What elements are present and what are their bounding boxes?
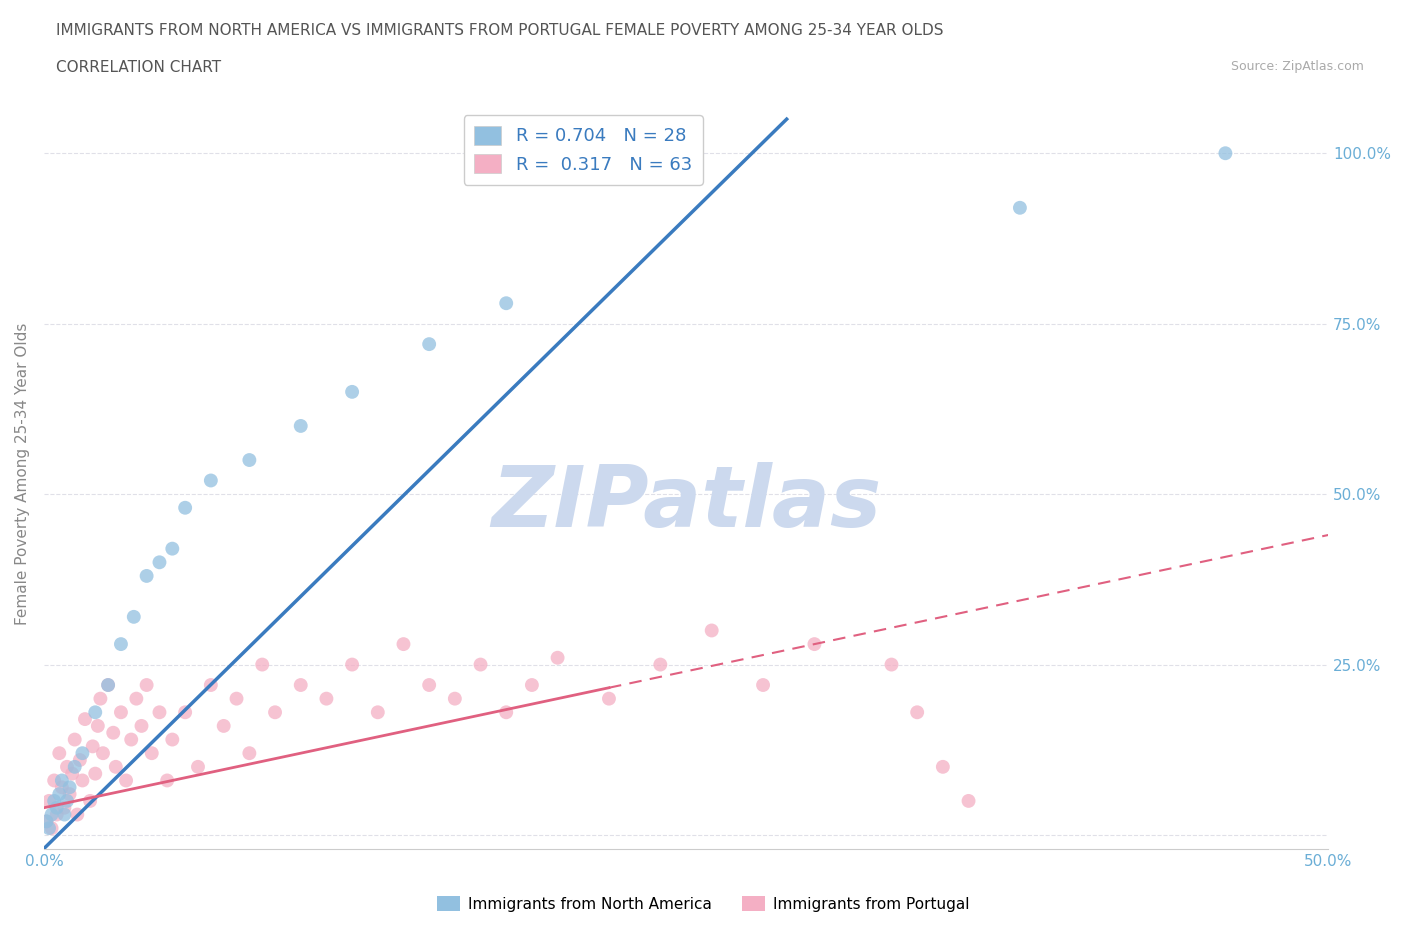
Point bbox=[115, 773, 138, 788]
Legend: R = 0.704   N = 28, R =  0.317   N = 63: R = 0.704 N = 28, R = 0.317 N = 63 bbox=[464, 115, 703, 185]
Point bbox=[650, 658, 672, 672]
Point bbox=[156, 773, 179, 788]
Point bbox=[225, 691, 247, 706]
Legend: Immigrants from North America, Immigrants from Portugal: Immigrants from North America, Immigrant… bbox=[430, 889, 976, 918]
Point bbox=[110, 705, 132, 720]
Point bbox=[38, 821, 60, 836]
Point bbox=[752, 678, 775, 693]
Point bbox=[63, 732, 86, 747]
Point bbox=[212, 719, 235, 734]
Point bbox=[174, 705, 197, 720]
Y-axis label: Female Poverty Among 25-34 Year Olds: Female Poverty Among 25-34 Year Olds bbox=[15, 323, 30, 625]
Point bbox=[250, 658, 273, 672]
Point bbox=[957, 793, 980, 808]
Point bbox=[53, 807, 76, 822]
Text: Source: ZipAtlas.com: Source: ZipAtlas.com bbox=[1230, 60, 1364, 73]
Point bbox=[340, 658, 363, 672]
Point bbox=[141, 746, 163, 761]
Point bbox=[290, 678, 312, 693]
Point bbox=[58, 780, 80, 795]
Point bbox=[44, 793, 66, 808]
Point bbox=[87, 719, 110, 734]
Point bbox=[174, 500, 197, 515]
Point bbox=[238, 453, 260, 468]
Point bbox=[79, 793, 101, 808]
Point bbox=[367, 705, 389, 720]
Point bbox=[73, 711, 96, 726]
Point bbox=[51, 773, 73, 788]
Text: CORRELATION CHART: CORRELATION CHART bbox=[56, 60, 221, 75]
Point bbox=[340, 384, 363, 399]
Point bbox=[35, 814, 58, 829]
Point bbox=[700, 623, 723, 638]
Point bbox=[72, 773, 94, 788]
Point bbox=[120, 732, 142, 747]
Point bbox=[104, 760, 127, 775]
Point bbox=[45, 801, 67, 816]
Point bbox=[444, 691, 467, 706]
Point bbox=[803, 637, 825, 652]
Point bbox=[125, 691, 148, 706]
Text: IMMIGRANTS FROM NORTH AMERICA VS IMMIGRANTS FROM PORTUGAL FEMALE POVERTY AMONG 2: IMMIGRANTS FROM NORTH AMERICA VS IMMIGRA… bbox=[56, 23, 943, 38]
Text: ZIPatlas: ZIPatlas bbox=[491, 462, 882, 545]
Point bbox=[148, 705, 170, 720]
Point bbox=[495, 705, 517, 720]
Point bbox=[290, 418, 312, 433]
Point bbox=[56, 760, 79, 775]
Point bbox=[58, 787, 80, 802]
Point bbox=[520, 678, 543, 693]
Point bbox=[418, 678, 440, 693]
Point bbox=[48, 746, 70, 761]
Point bbox=[547, 650, 569, 665]
Point bbox=[200, 678, 222, 693]
Point bbox=[84, 766, 107, 781]
Point bbox=[598, 691, 620, 706]
Point bbox=[53, 801, 76, 816]
Point bbox=[418, 337, 440, 352]
Point bbox=[41, 807, 63, 822]
Point bbox=[1215, 146, 1237, 161]
Point bbox=[44, 773, 66, 788]
Point bbox=[41, 821, 63, 836]
Point bbox=[392, 637, 415, 652]
Point bbox=[48, 787, 70, 802]
Point bbox=[51, 780, 73, 795]
Point bbox=[148, 555, 170, 570]
Point bbox=[45, 807, 67, 822]
Point bbox=[131, 719, 153, 734]
Point bbox=[110, 637, 132, 652]
Point bbox=[187, 760, 209, 775]
Point bbox=[495, 296, 517, 311]
Point bbox=[880, 658, 903, 672]
Point bbox=[162, 541, 184, 556]
Point bbox=[91, 746, 114, 761]
Point bbox=[66, 807, 89, 822]
Point bbox=[38, 793, 60, 808]
Point bbox=[97, 678, 120, 693]
Point bbox=[200, 473, 222, 488]
Point bbox=[56, 793, 79, 808]
Point bbox=[932, 760, 955, 775]
Point bbox=[905, 705, 928, 720]
Point bbox=[72, 746, 94, 761]
Point bbox=[89, 691, 111, 706]
Point bbox=[82, 739, 104, 754]
Point bbox=[63, 760, 86, 775]
Point bbox=[315, 691, 337, 706]
Point bbox=[264, 705, 287, 720]
Point bbox=[135, 678, 157, 693]
Point bbox=[35, 814, 58, 829]
Point bbox=[84, 705, 107, 720]
Point bbox=[1008, 200, 1031, 215]
Point bbox=[162, 732, 184, 747]
Point bbox=[135, 568, 157, 583]
Point bbox=[470, 658, 492, 672]
Point bbox=[60, 766, 83, 781]
Point bbox=[69, 752, 91, 767]
Point bbox=[97, 678, 120, 693]
Point bbox=[103, 725, 125, 740]
Point bbox=[238, 746, 260, 761]
Point bbox=[122, 609, 145, 624]
